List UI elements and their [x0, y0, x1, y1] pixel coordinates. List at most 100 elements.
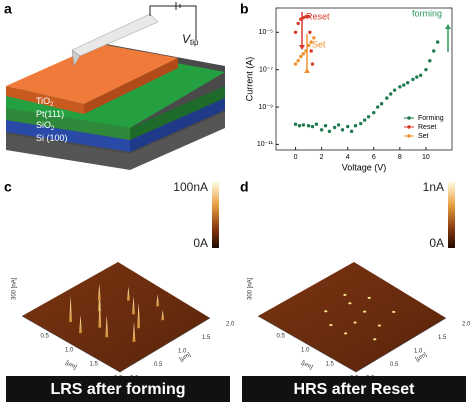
data-point	[375, 105, 380, 109]
data-point	[415, 75, 419, 79]
data-point	[314, 122, 319, 126]
map-y-tick: 1.5	[326, 362, 335, 368]
current-spike	[137, 302, 141, 329]
current-spot	[324, 310, 328, 313]
map-unit: [μm]	[415, 352, 428, 363]
legend-label: Forming	[418, 115, 444, 122]
data-point	[297, 123, 302, 128]
x-tick-label: 4	[346, 154, 350, 161]
map-x-tick: 0.5	[154, 362, 163, 368]
layer-label: SiO2	[36, 120, 55, 131]
colorbar-max: 100nA	[173, 180, 208, 194]
data-point	[306, 14, 311, 19]
data-point	[319, 128, 324, 132]
annotation: Set	[312, 39, 326, 49]
panel-label: c	[4, 179, 12, 195]
data-point	[392, 88, 397, 92]
plot-frame	[275, 7, 453, 151]
layer-tio2-side	[6, 86, 84, 114]
current-spike	[156, 294, 160, 307]
data-point	[359, 121, 363, 126]
colorbar-max: 1nA	[423, 180, 444, 194]
current-spike	[98, 291, 101, 312]
layer-si	[6, 108, 225, 170]
layer-pt-side	[130, 86, 225, 140]
layer-pt	[6, 108, 130, 140]
map-x-tick: 1.0	[414, 349, 423, 355]
current-spot	[377, 324, 381, 327]
annotation-arrowhead	[299, 45, 305, 50]
current-spike	[105, 315, 109, 338]
current-spike	[161, 310, 165, 321]
map-y-tick: 1.0	[301, 348, 310, 354]
data-point	[309, 40, 313, 44]
data-point	[366, 115, 371, 119]
data-point	[304, 14, 308, 19]
data-point	[306, 123, 311, 128]
current-spot	[343, 293, 347, 296]
map-x-tick: 1.0	[178, 349, 187, 355]
data-point	[435, 40, 440, 44]
tip-label: Vtip	[182, 32, 199, 47]
data-point	[402, 83, 406, 87]
data-point	[424, 67, 428, 72]
legend-marker	[407, 134, 411, 138]
data-point	[323, 123, 328, 128]
y-tick-label: 10⁻⁵	[259, 29, 273, 36]
x-tick-label: 0	[294, 154, 298, 161]
data-point	[299, 54, 303, 59]
data-point	[389, 92, 393, 96]
map-y-tick: 0.5	[41, 334, 50, 340]
data-point	[411, 77, 415, 82]
data-point	[301, 123, 306, 127]
afm-edge	[21, 315, 211, 373]
current-spot	[367, 296, 371, 299]
annotation-arrowhead	[445, 24, 451, 29]
x-tick-label: 10	[422, 154, 430, 161]
current-spot	[348, 302, 352, 305]
y-tick-label: 10⁻¹¹	[257, 141, 274, 148]
data-point	[362, 118, 367, 122]
map-x-tick: 2.0	[226, 322, 235, 328]
data-point	[296, 21, 300, 26]
data-point	[432, 49, 436, 53]
current-spike	[132, 321, 136, 342]
data-point	[293, 122, 298, 126]
data-point	[353, 123, 358, 128]
afm-surface	[22, 262, 210, 372]
current-spike	[97, 284, 101, 301]
annotation: forming	[412, 8, 442, 18]
data-point	[293, 62, 298, 66]
x-tick-label: 6	[372, 154, 376, 161]
data-point	[385, 96, 389, 100]
caption-box	[242, 376, 466, 402]
current-spot	[373, 338, 377, 341]
layer-label: TiO2	[36, 96, 54, 107]
layer-tio2-side	[84, 58, 178, 114]
legend-label: Reset	[418, 124, 436, 131]
data-point	[398, 85, 402, 89]
current-spot	[344, 332, 348, 335]
data-point	[428, 59, 432, 63]
data-point	[327, 129, 332, 134]
caption-box	[6, 376, 230, 402]
data-point	[310, 62, 315, 66]
current-spike	[98, 297, 102, 328]
afm-surface	[258, 262, 446, 372]
data-point	[340, 128, 345, 132]
layer-label: Si (100)	[36, 133, 68, 143]
iv-chart: 0 2 4 6 8 10 10⁻⁵ 10⁻⁷ 10⁻⁹ 10⁻¹¹ Voltage (V) Curre…	[244, 7, 453, 172]
data-point	[301, 52, 306, 56]
layer-sio2-side	[130, 98, 225, 152]
colorbar	[212, 182, 219, 248]
panel-label: b	[240, 1, 249, 17]
x-axis-label: Voltage (V)	[342, 162, 387, 172]
map-unit: [μm]	[300, 360, 313, 371]
current-spot	[353, 321, 357, 324]
panel-label: d	[240, 179, 249, 195]
data-point	[346, 124, 350, 129]
data-point	[296, 59, 300, 63]
data-point	[336, 123, 341, 127]
x-tick-label: 8	[398, 154, 402, 161]
